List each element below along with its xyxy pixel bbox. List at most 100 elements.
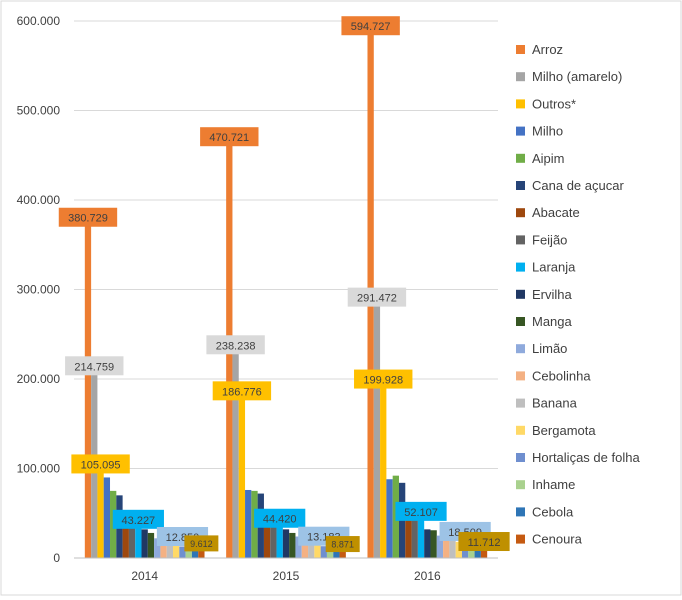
bar-laranja-2015: [276, 518, 283, 558]
data-label-text: 291.472: [357, 293, 397, 305]
legend-label: Cebola: [532, 504, 574, 519]
legend-label: Manga: [532, 314, 573, 329]
bar-banana-2015: [308, 542, 315, 558]
data-label-text: 8.871: [331, 540, 354, 550]
bar-laranja-2014: [135, 519, 142, 558]
x-axis: 2014 2015 2016: [74, 557, 498, 583]
bar-milho-2016: [386, 479, 393, 558]
bar-inhame-2015: [326, 547, 334, 558]
data-label-box: [341, 16, 400, 36]
legend-label: Hortaliças de folha: [532, 450, 640, 465]
data-label-text: 214.759: [74, 361, 114, 373]
y-tick-label: 200.000: [17, 372, 61, 386]
bar-lim-o-2016: [436, 535, 444, 558]
bar-abacate-2015: [263, 511, 271, 558]
data-label-box: [325, 536, 360, 553]
legend-swatch: [516, 153, 525, 163]
bar-laranja-2016: [417, 511, 425, 558]
legend-swatch: [516, 208, 525, 218]
legend-label: Ervilha: [532, 287, 573, 302]
bar-bergamota-2015: [314, 544, 321, 558]
legend-label: Aipim: [532, 151, 565, 166]
data-label-text: 52.107: [404, 507, 438, 519]
legend-label: Inhame: [532, 477, 575, 492]
data-label-box: [112, 509, 164, 529]
x-tick-label: 2014: [131, 569, 158, 583]
bar-abacate-2014: [122, 513, 129, 558]
legend-label: Laranja: [532, 260, 576, 275]
data-label-laranja: 44.420: [254, 508, 306, 528]
legend-swatch: [516, 289, 525, 299]
legend-label: Cenoura: [532, 532, 583, 547]
bar-outros--2016: [380, 379, 387, 558]
legend-swatch: [516, 181, 525, 190]
bar-manga-2015: [289, 532, 296, 558]
bar-bergamota-2014: [173, 544, 180, 558]
data-label-cenoura: 11.712: [458, 532, 510, 552]
bar-cenoura-2014: [198, 549, 205, 558]
legend-swatch: [516, 480, 525, 490]
bar-ervilha-2014: [141, 529, 148, 558]
data-label-box: [395, 501, 447, 521]
data-labels: 380.729 470.721 594.727 214.759 238.238 291.4…: [58, 16, 510, 553]
bar-arroz-2014: [84, 217, 92, 558]
bar-milho-amarelo--2016: [373, 297, 381, 558]
bar-lim-o-2014: [154, 538, 161, 558]
legend-label: Abacate: [532, 205, 580, 220]
bar-manga-2016: [430, 530, 437, 558]
legend-swatch: [516, 235, 525, 245]
x-tick-label: 2016: [414, 569, 441, 583]
legend-label: Milho (amarelo): [532, 69, 622, 84]
data-label-laranja: 52.107: [395, 501, 447, 521]
bar-cebola-2016: [474, 545, 481, 558]
data-label-box: [212, 381, 272, 401]
legend-swatch: [516, 371, 525, 381]
data-label-milho-amarelo-: 291.472: [347, 287, 407, 307]
data-label-text: 9.612: [190, 539, 213, 549]
data-label-text: 470.721: [209, 132, 249, 144]
y-tick-label: 600.000: [17, 14, 61, 28]
data-label-box: [71, 454, 130, 474]
data-label-milho-amarelo-: 214.759: [65, 356, 124, 376]
data-label-outros-: 105.095: [71, 454, 130, 474]
data-label-box: [458, 532, 510, 552]
legend-label: Cana de açucar: [532, 178, 624, 193]
y-tick-label: 0: [53, 551, 60, 565]
bar-feij-o-2016: [411, 506, 418, 558]
legend-swatch: [516, 126, 525, 136]
legend: Arroz Milho (amarelo) Outros* Milho Aipim Can…: [516, 42, 640, 547]
data-label-box: [58, 207, 118, 227]
data-label-box: [347, 287, 407, 307]
x-tick-label: 2015: [273, 569, 300, 583]
data-label-milho-amarelo-: 238.238: [206, 335, 265, 355]
data-label-cenoura: 8.871: [325, 536, 360, 553]
y-tick-label: 100.000: [17, 462, 61, 476]
legend-swatch: [516, 99, 525, 109]
data-label-arroz: 594.727: [341, 16, 400, 36]
data-label-text: 199.928: [363, 375, 403, 387]
data-label-box: [200, 127, 259, 147]
legend-swatch: [516, 425, 525, 435]
legend-label: Bergamota: [532, 423, 596, 438]
legend-label: Feijão: [532, 232, 567, 247]
y-tick-label: 400.000: [17, 193, 61, 207]
y-tick-label: 500.000: [17, 104, 61, 118]
data-label-arroz: 470.721: [200, 127, 259, 147]
bar-lim-o-2015: [295, 536, 302, 558]
bar-cebolinha-2014: [160, 540, 167, 558]
legend-swatch: [516, 507, 525, 517]
data-label-box: [65, 356, 124, 376]
bar-outros--2014: [97, 463, 104, 558]
bar-ervilha-2015: [282, 529, 290, 558]
legend-swatch: [516, 453, 525, 462]
y-axis: 0 100.000 200.000 300.000 400.000 500.000 600.…: [17, 14, 61, 565]
bar-outros--2015: [238, 390, 246, 558]
data-label-box: [184, 535, 219, 552]
legend-label: Banana: [532, 396, 578, 411]
y-tick-label: 300.000: [17, 283, 61, 297]
legend-swatch: [516, 45, 525, 54]
legend-swatch: [516, 344, 525, 354]
data-label-outros-: 199.928: [354, 369, 413, 389]
bar-cebola-2015: [333, 549, 340, 558]
